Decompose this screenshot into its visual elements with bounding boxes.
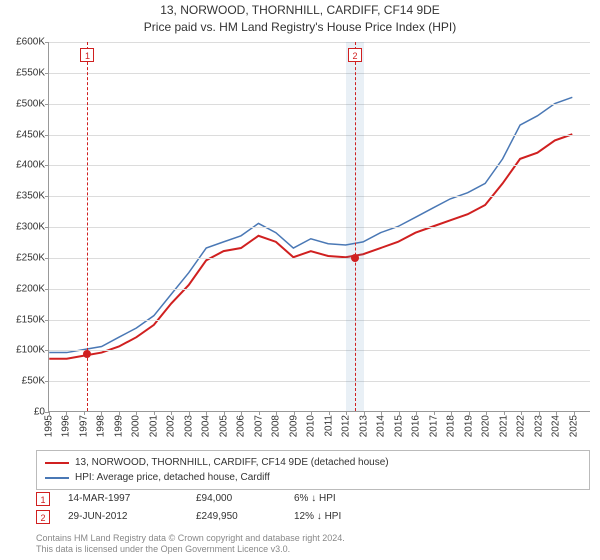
legend-item: 13, NORWOOD, THORNHILL, CARDIFF, CF14 9D… [45, 455, 581, 470]
legend-item: HPI: Average price, detached house, Card… [45, 470, 581, 485]
x-axis-label: 2020 [481, 415, 492, 437]
marker-dot [83, 350, 91, 358]
transaction-badge: 1 [36, 492, 50, 506]
transaction-row: 1 14-MAR-1997 £94,000 6% ↓ HPI [36, 490, 590, 508]
x-axis-label: 2006 [236, 415, 247, 437]
y-axis-label: £500K [16, 98, 45, 109]
x-axis-label: 2007 [253, 415, 264, 437]
footer-line: This data is licensed under the Open Gov… [36, 544, 590, 556]
y-axis-label: £550K [16, 67, 45, 78]
y-axis-label: £50K [22, 376, 45, 387]
y-axis-label: £100K [16, 345, 45, 356]
legend-label: HPI: Average price, detached house, Card… [75, 470, 270, 485]
x-axis-label: 2011 [323, 415, 334, 437]
x-axis-label: 2016 [411, 415, 422, 437]
x-axis-label: 2008 [271, 415, 282, 437]
marker-line [355, 42, 356, 411]
transaction-price: £249,950 [196, 508, 276, 526]
x-axis-label: 2021 [498, 415, 509, 437]
x-axis-label: 2015 [393, 415, 404, 437]
marker-dot [351, 254, 359, 262]
x-axis-label: 2005 [218, 415, 229, 437]
marker-badge: 2 [348, 48, 362, 62]
y-axis-label: £250K [16, 252, 45, 263]
x-axis-label: 2012 [341, 415, 352, 437]
x-axis-label: 2004 [201, 415, 212, 437]
y-axis-label: £600K [16, 37, 45, 48]
x-axis-label: 2009 [288, 415, 299, 437]
x-axis-label: 1999 [113, 415, 124, 437]
x-axis-label: 2017 [428, 415, 439, 437]
transaction-delta: 6% ↓ HPI [294, 490, 336, 508]
x-axis-label: 2023 [533, 415, 544, 437]
x-axis-label: 2001 [148, 415, 159, 437]
x-axis-label: 2013 [358, 415, 369, 437]
series-line [49, 97, 572, 352]
x-axis-label: 2018 [446, 415, 457, 437]
x-axis-label: 2002 [166, 415, 177, 437]
legend-swatch [45, 462, 69, 464]
y-axis-label: £300K [16, 222, 45, 233]
x-axis-label: 2019 [463, 415, 474, 437]
x-axis-label: 2022 [516, 415, 527, 437]
transaction-row: 2 29-JUN-2012 £249,950 12% ↓ HPI [36, 508, 590, 526]
chart-plot-area: £0£50K£100K£150K£200K£250K£300K£350K£400… [48, 42, 590, 412]
x-axis-label: 2014 [376, 415, 387, 437]
x-axis-label: 2003 [183, 415, 194, 437]
transaction-date: 29-JUN-2012 [68, 508, 178, 526]
legend-box: 13, NORWOOD, THORNHILL, CARDIFF, CF14 9D… [36, 450, 590, 490]
y-axis-label: £350K [16, 191, 45, 202]
x-axis-label: 1996 [61, 415, 72, 437]
title-address: 13, NORWOOD, THORNHILL, CARDIFF, CF14 9D… [0, 2, 600, 19]
y-axis-label: £400K [16, 160, 45, 171]
x-axis-label: 2024 [551, 415, 562, 437]
y-axis-label: £200K [16, 283, 45, 294]
x-axis-label: 2025 [568, 415, 579, 437]
legend-swatch [45, 477, 69, 479]
transactions-block: 1 14-MAR-1997 £94,000 6% ↓ HPI 2 29-JUN-2012 £… [36, 490, 590, 526]
y-axis-label: £450K [16, 129, 45, 140]
transaction-badge: 2 [36, 510, 50, 524]
transaction-price: £94,000 [196, 490, 276, 508]
title-subtitle: Price paid vs. HM Land Registry's House … [0, 19, 600, 36]
x-axis-label: 1998 [96, 415, 107, 437]
legend-label: 13, NORWOOD, THORNHILL, CARDIFF, CF14 9D… [75, 455, 389, 470]
chart-container: 13, NORWOOD, THORNHILL, CARDIFF, CF14 9D… [0, 0, 600, 560]
transaction-date: 14-MAR-1997 [68, 490, 178, 508]
x-axis-label: 1995 [44, 415, 55, 437]
marker-badge: 1 [80, 48, 94, 62]
footer-attribution: Contains HM Land Registry data © Crown c… [36, 533, 590, 556]
x-axis-label: 2000 [131, 415, 142, 437]
x-axis-label: 2010 [306, 415, 317, 437]
x-axis-label: 1997 [78, 415, 89, 437]
series-line [49, 134, 572, 358]
footer-line: Contains HM Land Registry data © Crown c… [36, 533, 590, 545]
transaction-delta: 12% ↓ HPI [294, 508, 341, 526]
title-block: 13, NORWOOD, THORNHILL, CARDIFF, CF14 9D… [0, 0, 600, 36]
y-axis-label: £150K [16, 314, 45, 325]
